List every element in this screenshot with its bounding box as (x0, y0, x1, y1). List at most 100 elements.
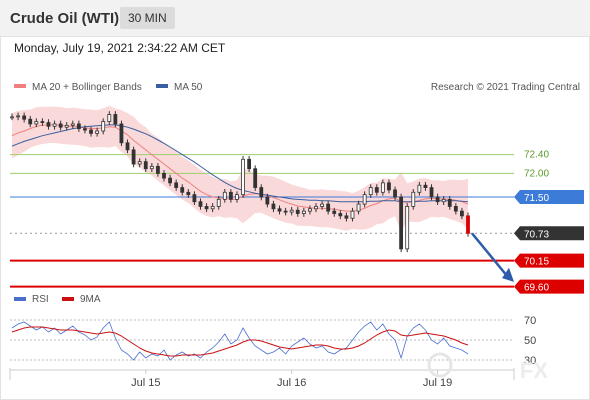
candle-body (125, 142, 130, 151)
level-label-0: 72.40 (524, 150, 549, 161)
candle-body (405, 206, 410, 250)
ma50-line (11, 124, 469, 203)
candle-body (34, 121, 39, 125)
legend-ma50-label: MA 50 (174, 82, 203, 93)
candle-body (64, 124, 69, 128)
rsi-line (11, 321, 469, 361)
level-box-4 (514, 253, 584, 268)
level-label-1: 72.00 (524, 168, 549, 179)
candle-body (156, 165, 160, 174)
candle-body (76, 123, 81, 130)
level-box-5 (514, 279, 584, 294)
header-bar: Crude Oil (WTI) 30 MIN (0, 0, 590, 37)
candle-body (247, 158, 252, 170)
level-label-2: 71.50 (524, 193, 549, 204)
candle-body (149, 165, 154, 170)
candle-body (70, 123, 75, 126)
candle-body (28, 118, 33, 125)
candle-body (283, 210, 288, 213)
candle-body (101, 121, 106, 132)
rsi-tick-70: 70 (524, 315, 536, 327)
rsi-tick-30: 30 (524, 355, 536, 367)
candle-body (338, 213, 343, 217)
candle-body (453, 206, 458, 212)
candle-body (265, 196, 270, 205)
candle-body (228, 191, 233, 200)
candle-body (460, 210, 464, 217)
candle-body (350, 210, 355, 219)
candle-body (295, 209, 300, 214)
candle-body (429, 187, 434, 198)
candle-body (277, 208, 282, 212)
level-label-3: 70.73 (524, 229, 549, 240)
candle-body (198, 201, 203, 207)
instrument-title: Crude Oil (WTI) (10, 10, 120, 27)
candle-body (441, 198, 446, 203)
candle-body (137, 161, 142, 165)
candle-body (162, 173, 166, 179)
candle-body (374, 187, 379, 193)
candle-body (107, 114, 112, 122)
timeframe-button[interactable]: 30 MIN (120, 7, 175, 29)
candle-body (143, 161, 148, 170)
candle-body (417, 184, 422, 193)
candle-body (83, 128, 87, 131)
legend-ma20-label: MA 20 + Bollinger Bands (32, 82, 142, 93)
candle-body (235, 194, 239, 200)
legend-swatch-rsi-ma (62, 297, 74, 301)
candle-body (380, 182, 385, 193)
candle-body (241, 158, 245, 196)
candle-body (180, 187, 185, 193)
level-label-5: 69.60 (524, 283, 549, 294)
legend-swatch-ma50 (156, 84, 168, 88)
candle-body (435, 196, 440, 203)
candle-body (46, 122, 51, 127)
candle-body (387, 182, 391, 191)
candle-body (95, 130, 100, 134)
legend-rsi-label: RSI (32, 294, 49, 305)
candle-body (174, 182, 179, 188)
legend-rsi-ma-label: 9MA (80, 294, 101, 305)
watermark-logo (427, 352, 453, 378)
rsi-tick-50: 50 (524, 335, 536, 347)
bollinger-band (12, 105, 468, 232)
x-tick-label-0: Jul 15 (131, 377, 160, 389)
candle-body (204, 206, 209, 210)
candle-body (58, 123, 63, 128)
x-tick-label-2: Jul 19 (423, 377, 452, 389)
candle-body (168, 177, 172, 184)
forecast-arrow-head (502, 267, 514, 282)
candle-body (320, 203, 324, 207)
candle-body (368, 187, 373, 196)
candle-body (210, 206, 215, 210)
candle-body (22, 115, 27, 120)
candle-body (253, 168, 258, 188)
candle-body (119, 123, 124, 144)
candle-body (216, 198, 221, 207)
candle-body (356, 203, 361, 212)
candle-body (186, 191, 191, 196)
candle-body (411, 191, 416, 207)
candle-body (362, 194, 367, 205)
candle-body (113, 114, 118, 125)
rsi-ma-line (11, 326, 469, 357)
watermark-text: FX (520, 358, 548, 383)
candle-body (308, 208, 312, 212)
candle-body (344, 215, 349, 219)
level-box-2 (514, 190, 584, 204)
candle-body (326, 203, 331, 212)
x-tick-label-1: Jul 16 (277, 377, 306, 389)
candle-body (10, 116, 14, 119)
candle-body (399, 196, 404, 250)
candle-body (271, 203, 276, 210)
ma20-line (11, 124, 469, 212)
level-box-3 (514, 226, 584, 241)
candle-body (447, 198, 452, 207)
timestamp: Monday, July 19, 2021 2:34:22 AM CET (14, 41, 226, 55)
candle-body (89, 129, 93, 134)
legend-swatch-rsi (14, 297, 26, 301)
candle-body (192, 194, 197, 203)
candle-body (314, 206, 318, 210)
candle-body (289, 209, 294, 213)
candle-body (393, 189, 397, 198)
